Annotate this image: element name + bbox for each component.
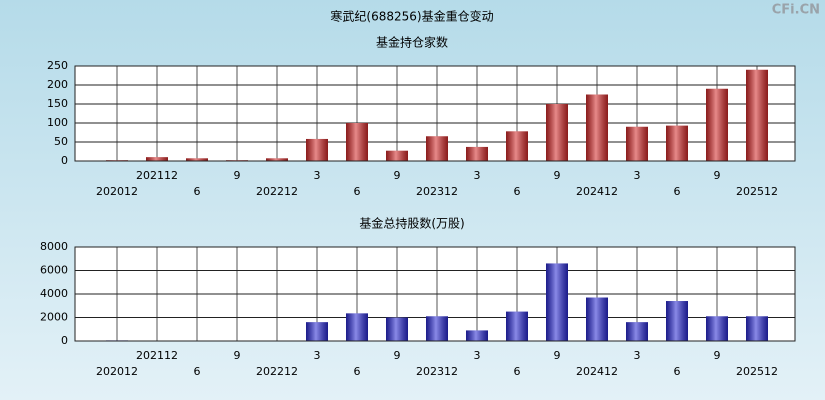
x-tick-label: 3 <box>314 169 321 182</box>
bar <box>346 313 368 341</box>
bar <box>386 317 408 341</box>
x-tick-label: 3 <box>474 349 481 362</box>
bar <box>706 88 728 161</box>
x-tick-label: 9 <box>394 169 401 182</box>
y-tick-label: 4000 <box>40 287 68 300</box>
x-tick-label: 6 <box>514 185 521 198</box>
plot-frame <box>74 65 796 162</box>
y-tick-label: 50 <box>54 135 68 148</box>
bar <box>466 330 488 341</box>
x-tick-label: 202012 <box>96 185 138 198</box>
bar <box>626 126 648 161</box>
x-tick-label: 6 <box>194 185 201 198</box>
y-tick-label: 6000 <box>40 264 68 277</box>
x-tick-label: 9 <box>714 349 721 362</box>
bar <box>546 104 568 161</box>
x-tick-label: 202212 <box>256 365 298 378</box>
x-tick-label: 3 <box>634 349 641 362</box>
bar <box>666 125 688 161</box>
x-tick-label: 202412 <box>576 185 618 198</box>
x-tick-label: 6 <box>674 185 681 198</box>
x-tick-label: 9 <box>554 349 561 362</box>
bar <box>426 316 448 341</box>
x-tick-label: 9 <box>234 349 241 362</box>
x-tick-label: 3 <box>634 169 641 182</box>
x-tick-label: 202112 <box>136 169 178 182</box>
y-tick-label: 8000 <box>40 240 68 253</box>
bar <box>546 263 568 341</box>
y-tick-label: 200 <box>47 78 68 91</box>
x-tick-label: 9 <box>714 169 721 182</box>
x-tick-label: 6 <box>354 365 361 378</box>
x-tick-label: 9 <box>234 169 241 182</box>
bar <box>306 138 328 161</box>
x-tick-label: 6 <box>354 185 361 198</box>
y-tick-label: 2000 <box>40 311 68 324</box>
x-tick-label: 202512 <box>736 365 778 378</box>
x-tick-label: 202312 <box>416 365 458 378</box>
x-tick-label: 202212 <box>256 185 298 198</box>
y-tick-label: 0 <box>61 334 68 347</box>
page-title: 寒武纪(688256)基金重仓变动 <box>330 9 493 24</box>
x-tick-label: 6 <box>194 365 201 378</box>
bar <box>146 157 168 161</box>
bar <box>466 146 488 161</box>
bar <box>306 322 328 341</box>
bar <box>506 311 528 341</box>
x-tick-label: 202112 <box>136 349 178 362</box>
bar <box>746 69 768 161</box>
x-tick-label: 9 <box>554 169 561 182</box>
panel-title: 基金总持股数(万股) <box>359 216 464 231</box>
bar <box>626 322 648 341</box>
bar <box>426 136 448 161</box>
bar <box>506 131 528 161</box>
plot-frame <box>74 246 796 342</box>
bar <box>666 301 688 341</box>
x-tick-label: 3 <box>474 169 481 182</box>
x-tick-label: 9 <box>394 349 401 362</box>
bar <box>746 316 768 341</box>
bar <box>346 123 368 161</box>
x-tick-label: 202512 <box>736 185 778 198</box>
x-tick-label: 202312 <box>416 185 458 198</box>
bar <box>706 316 728 341</box>
x-tick-label: 202412 <box>576 365 618 378</box>
watermark: CFi.CN <box>772 3 820 18</box>
x-tick-label: 3 <box>314 349 321 362</box>
bar <box>586 94 608 161</box>
x-tick-label: 6 <box>674 365 681 378</box>
y-tick-label: 250 <box>47 59 68 72</box>
y-tick-label: 100 <box>47 116 68 129</box>
x-tick-label: 6 <box>514 365 521 378</box>
bar <box>586 297 608 341</box>
panel-title: 基金持仓家数 <box>376 35 448 50</box>
y-tick-label: 150 <box>47 97 68 110</box>
y-tick-label: 0 <box>61 154 68 167</box>
bar <box>386 150 408 161</box>
x-tick-label: 202012 <box>96 365 138 378</box>
